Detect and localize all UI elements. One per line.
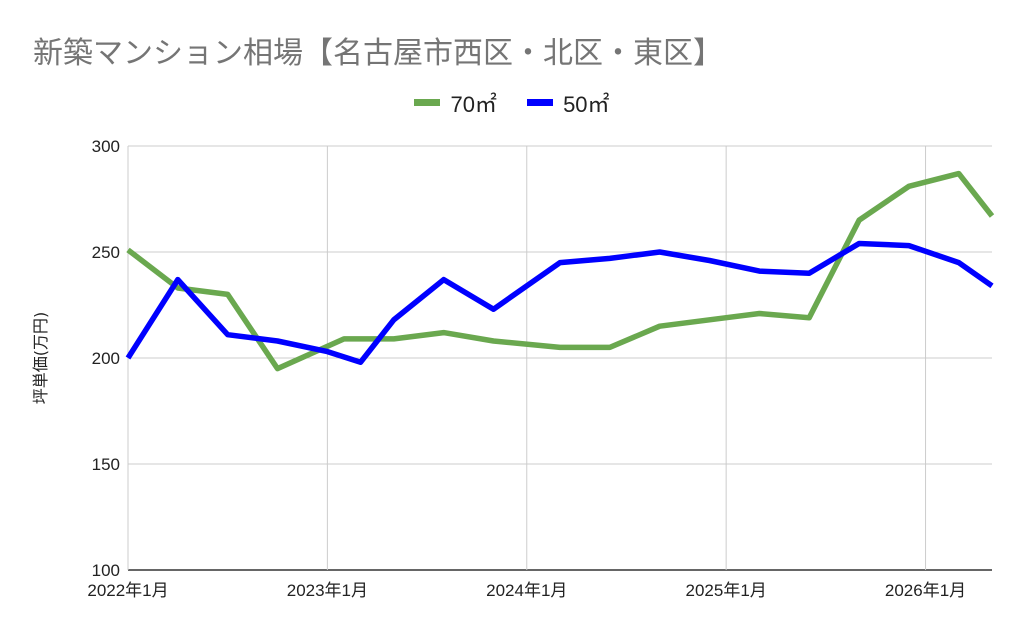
legend-item-50: 50㎡ — [527, 87, 610, 119]
x-tick-label: 2023年1月 — [287, 581, 368, 600]
y-tick-label: 200 — [92, 349, 120, 368]
y-tick-labels: 100 150 200 250 300 — [92, 137, 120, 580]
x-tick-label: 2024年1月 — [486, 581, 567, 600]
y-tick-label: 150 — [92, 455, 120, 474]
legend-item-70: 70㎡ — [414, 87, 497, 119]
x-tick-labels: 2022年1月 2023年1月 2024年1月 2025年1月 2026年1月 — [87, 581, 966, 600]
legend-swatch-70 — [414, 99, 441, 106]
chart-legend: 70㎡ 50㎡ — [0, 86, 1024, 119]
series-lines — [125, 170, 995, 372]
grid-lines — [127, 145, 992, 571]
y-tick-label: 100 — [92, 561, 120, 580]
series-line-1 — [125, 240, 994, 365]
chart-title: 新築マンション相場【名古屋市西区・北区・東区】 — [33, 36, 723, 71]
x-tick-label: 2025年1月 — [686, 581, 767, 600]
y-tick-label: 250 — [92, 243, 120, 262]
series-line-0 — [126, 170, 995, 372]
y-axis-title: 坪単価(万円) — [31, 312, 50, 405]
legend-label-50: 50㎡ — [563, 91, 610, 117]
legend-label-70: 70㎡ — [450, 91, 497, 117]
y-tick-label: 300 — [92, 137, 120, 156]
x-tick-label: 2022年1月 — [87, 581, 168, 600]
x-tick-label: 2026年1月 — [885, 581, 966, 600]
legend-swatch-50 — [527, 99, 554, 106]
